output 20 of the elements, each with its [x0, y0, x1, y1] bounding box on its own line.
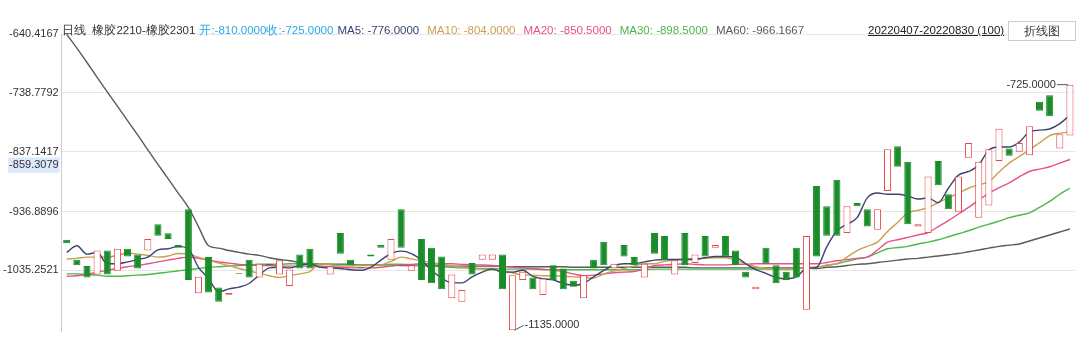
y-tick-label: -936.8896	[9, 204, 59, 217]
chart-subtitle: 20220407-20220830 (100)	[868, 24, 1005, 36]
y-tick-label: -837.1417	[9, 144, 59, 157]
annotation: 折线图	[1008, 21, 1076, 41]
text: MA20: -850.5000	[523, 24, 612, 36]
y-tick-label: -738.7792	[9, 85, 59, 98]
text: MA60: -966.1667	[715, 24, 805, 36]
annotation: 收:-725.0000	[266, 24, 334, 36]
line-series	[66, 158, 1071, 277]
annotation: -725.0000	[1006, 77, 1056, 90]
y-tick-label: -640.4167	[9, 27, 59, 40]
text: MA10: -804.0000	[427, 24, 516, 36]
text: MA5: -776.0000	[337, 24, 420, 36]
text: MA30: -898.5000	[619, 24, 708, 36]
y-tick-label: -1035.2521	[2, 263, 59, 276]
annotation: 开:-810.0000	[199, 24, 267, 36]
y-tick-label: -859.3079	[9, 158, 59, 171]
annotation: -1135.0000	[524, 318, 580, 331]
chart-title: 日线 橡胶2210-橡胶2301	[62, 24, 196, 36]
line-series	[66, 187, 1071, 277]
